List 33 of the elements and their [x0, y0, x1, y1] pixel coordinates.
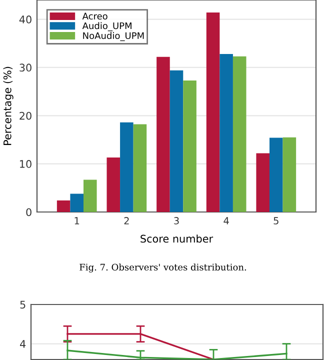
bar	[133, 124, 147, 212]
y-tick-label: 40	[19, 16, 32, 24]
x-tick-label: 3	[174, 217, 179, 224]
bar	[70, 194, 84, 212]
y-tick-label: 20	[20, 112, 32, 120]
bar	[282, 137, 296, 212]
x-tick-label: 5	[274, 217, 278, 224]
y-tick-label: 0	[26, 208, 32, 216]
bar	[106, 158, 120, 212]
x-tick-label: 1	[74, 217, 80, 224]
caption: Fig. 7. Observers' votes distribution.	[80, 264, 246, 272]
x-tick-label: 4	[224, 217, 229, 224]
bar	[170, 70, 184, 212]
y-tick-label: 5	[20, 300, 26, 309]
bar	[183, 80, 196, 212]
y-tick-label: 4	[20, 340, 26, 348]
bar	[270, 138, 283, 212]
x-axis-title: Score number	[140, 234, 214, 243]
bar	[220, 54, 233, 212]
bar	[156, 56, 170, 212]
bar	[206, 12, 220, 212]
y-tick-label: 10	[20, 160, 32, 168]
bar	[120, 122, 134, 212]
legend-label: Audio_UPM	[82, 22, 132, 32]
bar	[232, 56, 246, 212]
bar	[56, 200, 70, 212]
legend-label: Acreo	[82, 12, 108, 20]
bar	[84, 180, 97, 212]
x-tick-label: 2	[124, 217, 129, 224]
bar	[256, 153, 270, 212]
legend-label: NoAudio_UPM	[83, 32, 144, 42]
y-axis-title: Percentage (%)	[3, 66, 14, 145]
y-tick-label: 30	[20, 64, 32, 72]
